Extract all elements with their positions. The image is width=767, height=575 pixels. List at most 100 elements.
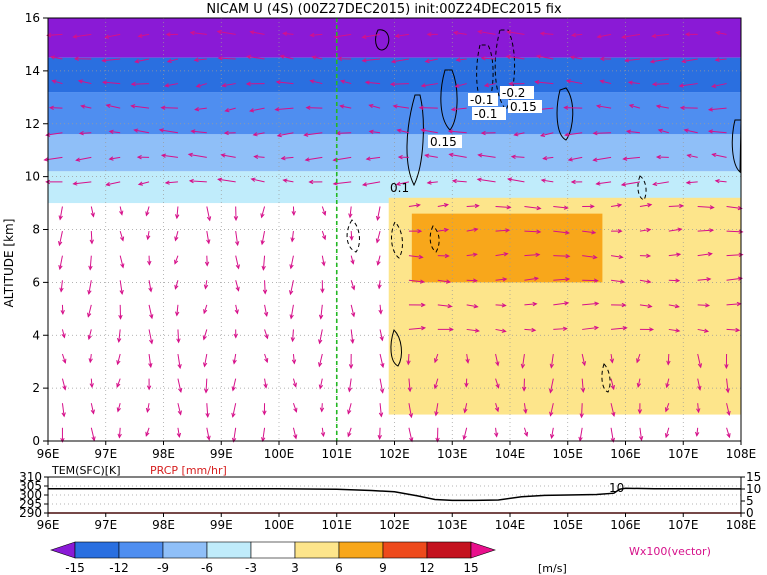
main-plot: -0.1 -0.2 0.15 -0.1 0.15 0.1 bbox=[43, 17, 744, 443]
precipitation-tick-label: 5 bbox=[746, 494, 754, 508]
wind-vector-head bbox=[205, 412, 210, 418]
wind-vector-head bbox=[407, 387, 412, 393]
wind-vector bbox=[407, 353, 410, 365]
wind-vector-head bbox=[216, 29, 222, 35]
colorbar-segment bbox=[118, 541, 164, 559]
wind-vector-head bbox=[567, 157, 573, 162]
wind-vector bbox=[568, 156, 583, 161]
wind-vector-head bbox=[548, 388, 554, 394]
wind-vector-head bbox=[378, 412, 384, 418]
wind-vector-head bbox=[378, 309, 383, 315]
wind-vector-head bbox=[174, 214, 180, 220]
wind-vector bbox=[682, 58, 698, 63]
wind-vector bbox=[610, 353, 613, 363]
temperature-line bbox=[48, 487, 742, 502]
wind-vector bbox=[451, 107, 467, 111]
wind-vector bbox=[466, 328, 479, 332]
wind-vector-head bbox=[160, 153, 167, 158]
wind-vector bbox=[61, 403, 65, 417]
wind-vector-head bbox=[426, 180, 432, 185]
wind-vector-head bbox=[58, 265, 63, 271]
wind-vector-head bbox=[655, 154, 661, 160]
wind-vector bbox=[379, 304, 382, 314]
wind-vector-head bbox=[477, 29, 483, 35]
wind-vector-head bbox=[408, 413, 414, 419]
wind-vector bbox=[495, 229, 510, 232]
wind-vector bbox=[79, 132, 92, 134]
wind-vector bbox=[334, 33, 352, 38]
wind-vector-head bbox=[108, 156, 114, 161]
bottom-x-tick-label: 107E bbox=[668, 518, 699, 532]
wind-vector bbox=[627, 130, 640, 134]
wind-shading bbox=[48, 18, 741, 415]
wind-vector-head bbox=[62, 358, 67, 364]
wind-vector-head bbox=[675, 278, 681, 283]
wind-vector-head bbox=[164, 83, 170, 88]
wind-vector-head bbox=[570, 179, 576, 185]
wind-vector-head bbox=[148, 362, 153, 369]
wind-vector-head bbox=[104, 34, 110, 39]
wind-vector-head bbox=[589, 204, 595, 209]
wind-vector-head bbox=[675, 328, 681, 333]
wind-vector bbox=[78, 80, 92, 85]
wind-vectors bbox=[43, 29, 744, 443]
temperature-tick-label: 295 bbox=[19, 497, 42, 511]
wind-vector-head bbox=[60, 437, 65, 443]
wind-vector bbox=[310, 33, 323, 36]
wind-vector-head bbox=[705, 303, 711, 308]
wind-vector bbox=[247, 55, 265, 60]
wind-vector bbox=[582, 255, 597, 259]
wind-vector bbox=[206, 231, 210, 244]
wind-vector-head bbox=[694, 431, 700, 437]
wind-vector-head bbox=[232, 359, 237, 365]
wind-vector bbox=[292, 329, 294, 342]
wind-vector-head bbox=[377, 434, 382, 440]
wind-vector-head bbox=[90, 409, 95, 415]
wind-vector bbox=[350, 304, 355, 317]
wind-vector bbox=[508, 178, 525, 183]
wind-vector bbox=[336, 132, 352, 134]
wind-vector-head bbox=[737, 276, 743, 281]
wind-vector bbox=[177, 427, 180, 437]
wind-vector bbox=[421, 83, 438, 87]
wind-vector-head bbox=[406, 360, 411, 366]
wind-vector-head bbox=[235, 264, 240, 270]
wind-vector bbox=[456, 58, 467, 61]
wind-vector bbox=[190, 32, 207, 35]
wind-vector-head bbox=[502, 277, 508, 282]
wind-vector-head bbox=[174, 236, 179, 242]
wind-vector-head bbox=[58, 215, 63, 221]
wind-vector-head bbox=[419, 279, 426, 284]
wind-vector-head bbox=[146, 235, 151, 241]
wind-vector-head bbox=[415, 203, 421, 208]
wind-vector bbox=[708, 107, 727, 111]
wind-vector-head bbox=[260, 240, 265, 246]
wind-vector-head bbox=[309, 79, 315, 84]
colorbar-tick-label: -9 bbox=[157, 561, 169, 575]
wind-vector bbox=[321, 230, 326, 240]
wind-vector bbox=[437, 204, 448, 207]
wind-vector-head bbox=[108, 129, 114, 135]
wind-vector-head bbox=[202, 335, 207, 341]
temperature-tick-label: 290 bbox=[19, 506, 42, 520]
y-tick-label: 12 bbox=[25, 117, 40, 131]
wind-vector bbox=[262, 255, 266, 270]
wind-vector bbox=[639, 229, 651, 232]
wind-vector bbox=[687, 154, 698, 158]
wind-vector-head bbox=[45, 179, 51, 185]
wind-vector bbox=[466, 304, 478, 308]
wind-vector bbox=[204, 280, 208, 289]
wind-vector bbox=[251, 178, 265, 183]
wind-vector bbox=[218, 178, 236, 183]
wind-vector-head bbox=[679, 105, 685, 110]
wind-vector bbox=[524, 328, 536, 331]
colorbar-unit: [m/s] bbox=[538, 562, 567, 575]
wind-vector-head bbox=[339, 79, 346, 84]
wind-vector bbox=[89, 255, 92, 270]
wind-vector-head bbox=[595, 104, 602, 109]
wind-vector-head bbox=[320, 432, 326, 438]
wind-vector-head bbox=[611, 411, 616, 418]
wind-vector-head bbox=[647, 303, 653, 309]
wind-vector-head bbox=[506, 205, 512, 210]
wind-vector-head bbox=[625, 129, 632, 134]
